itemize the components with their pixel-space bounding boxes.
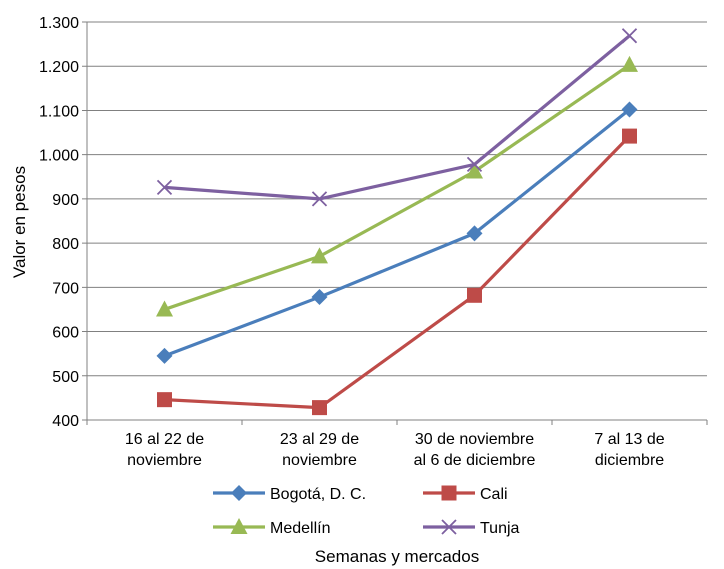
- y-axis-title: Valor en pesos: [10, 166, 29, 278]
- legend-item: Medellín: [213, 518, 330, 537]
- x-axis-title: Semanas y mercados: [315, 547, 479, 566]
- y-tick-label: 600: [52, 325, 79, 342]
- data-point-marker: [311, 247, 328, 264]
- data-point-marker: [312, 400, 327, 416]
- series-line: [163, 63, 631, 311]
- legend: Bogotá, D. C. Cali Medellín Tunja: [213, 485, 520, 537]
- data-point-marker: [621, 55, 638, 72]
- legend-label: Tunja: [480, 520, 520, 537]
- y-tick-label: 700: [52, 280, 79, 297]
- series-line: [163, 108, 631, 358]
- y-axis-ticks: 400 500 600 700 800 900 1.000 1.100 1.200 1.300: [39, 15, 79, 430]
- legend-marker: [441, 485, 457, 501]
- y-tick-label: 400: [52, 413, 79, 430]
- y-tick-label: 500: [52, 369, 79, 386]
- y-tick-label: 1.000: [39, 148, 79, 165]
- series-line: [164, 34, 631, 201]
- legend-item: Bogotá, D. C.: [213, 485, 366, 503]
- y-tick-label: 900: [52, 192, 79, 209]
- series-1: [157, 128, 637, 416]
- data-point-marker: [466, 162, 483, 179]
- series-line: [164, 134, 631, 410]
- series-2: [156, 55, 638, 317]
- data-point-marker: [467, 287, 482, 303]
- series-layer: [156, 28, 638, 416]
- x-tick-label: 16 al 22 de noviembre: [125, 431, 204, 469]
- data-point-marker: [311, 191, 328, 207]
- legend-marker: [231, 485, 247, 501]
- gridlines: [82, 21, 707, 421]
- legend-label: Bogotá, D. C.: [270, 486, 366, 503]
- data-point-marker: [621, 101, 638, 118]
- series-3: [156, 28, 638, 207]
- data-point-marker: [466, 156, 483, 173]
- data-point-marker: [157, 392, 172, 408]
- x-tick-label: 30 de noviembre al 6 de diciembre: [414, 431, 536, 469]
- data-point-marker: [156, 300, 173, 317]
- series-0: [156, 101, 638, 364]
- legend-marker: [441, 519, 457, 535]
- legend-marker: [230, 518, 248, 534]
- x-tick-label: 7 al 13 de diciembre: [594, 431, 664, 469]
- data-point-marker: [156, 179, 173, 196]
- y-tick-label: 800: [52, 236, 79, 253]
- legend-label: Cali: [480, 486, 508, 503]
- legend-label: Medellín: [270, 520, 330, 537]
- legend-item: Cali: [423, 485, 508, 503]
- y-tick-label: 1.100: [39, 103, 79, 120]
- legend-item: Tunja: [423, 519, 520, 537]
- x-tick-label: 23 al 29 de noviembre: [280, 431, 359, 469]
- data-point-marker: [466, 225, 483, 242]
- y-tick-label: 1.300: [39, 15, 79, 32]
- x-axis-ticks: 16 al 22 de noviembre 23 al 29 de noviembre…: [86, 420, 708, 469]
- data-point-marker: [311, 289, 328, 306]
- y-tick-label: 1.200: [39, 59, 79, 76]
- data-point-marker: [156, 347, 173, 364]
- data-point-marker: [621, 28, 638, 44]
- data-point-marker: [622, 128, 637, 144]
